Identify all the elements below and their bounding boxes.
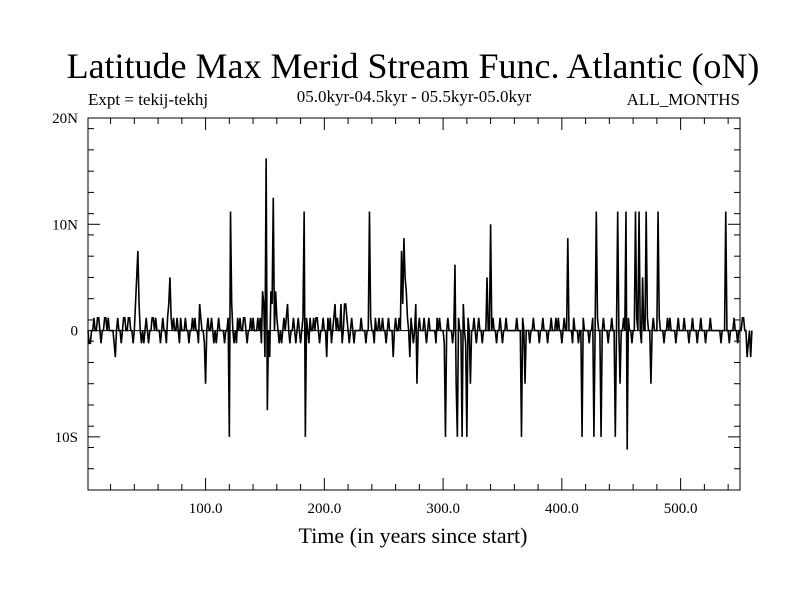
plot-frame xyxy=(87,117,741,491)
x-tick-label: 300.0 xyxy=(426,501,460,517)
period-label: 05.0kyr-04.5kyr - 05.5kyr-05.0kyr xyxy=(297,87,532,106)
x-tick-label: 100.0 xyxy=(189,501,223,517)
y-tick-label: 10S xyxy=(55,430,78,446)
chart-title: Latitude Max Merid Stream Func. Atlantic… xyxy=(67,46,760,86)
y-tick-label: 10N xyxy=(52,217,78,233)
x-tick-label: 500.0 xyxy=(664,501,698,517)
y-tick-label: 0 xyxy=(71,324,79,340)
axes-group xyxy=(87,117,741,491)
months-label: ALL_MONTHS xyxy=(627,90,740,109)
series-line xyxy=(87,158,753,450)
x-tick-label: 200.0 xyxy=(307,501,341,517)
y-tick-label: 20N xyxy=(52,111,78,127)
experiment-label: Expt = tekij-tekhj xyxy=(88,90,208,109)
series-group xyxy=(87,158,753,450)
x-tick-label: 400.0 xyxy=(545,501,579,517)
x-axis-label: Time (in years since start) xyxy=(299,523,528,548)
ticks-group: 100.0 200.0 300.0 400.0 500.0 10S 0 10N 20N xyxy=(52,111,740,517)
